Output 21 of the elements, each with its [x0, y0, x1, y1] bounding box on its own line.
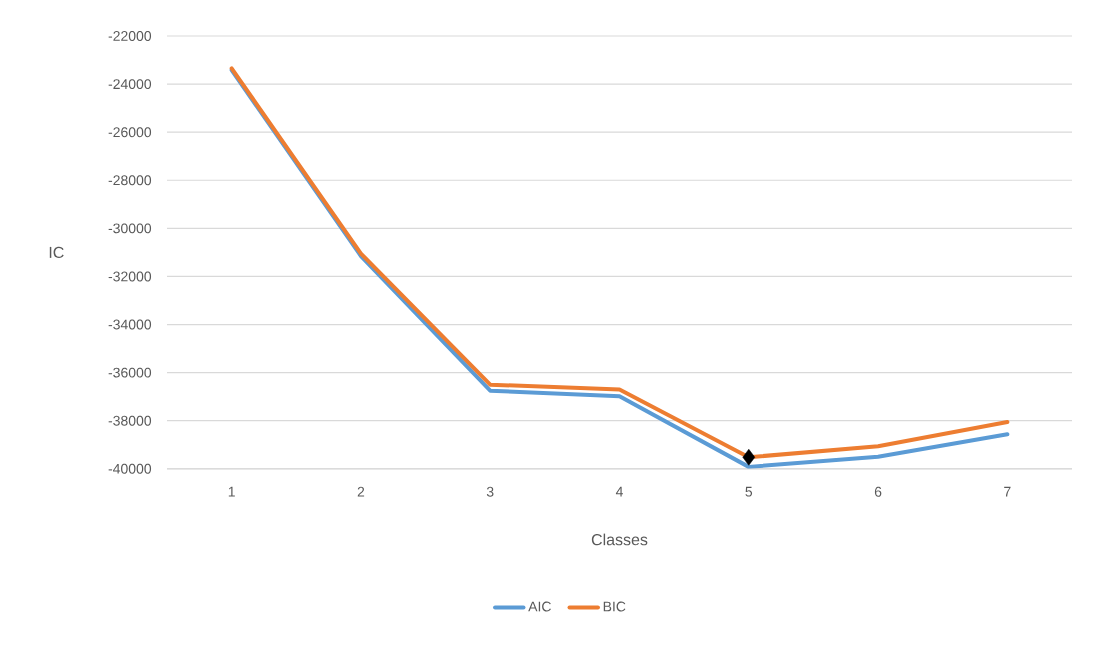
legend-label: AIC: [528, 601, 551, 612]
y-tick-label: -38000: [108, 415, 152, 426]
x-tick-label: 7: [1004, 486, 1011, 497]
y-tick-label: -26000: [108, 127, 152, 138]
x-tick-label: 6: [874, 486, 882, 497]
x-tick-label: 4: [615, 486, 623, 497]
y-axis-title: IC: [49, 246, 64, 259]
x-tick-label: 2: [357, 486, 365, 497]
x-tick-label: 1: [228, 486, 235, 497]
legend-label: BIC: [603, 601, 626, 612]
y-tick-label: -32000: [108, 271, 152, 282]
x-axis-title: Classes: [591, 533, 648, 546]
y-tick-label: -24000: [108, 79, 152, 90]
y-tick-label: -22000: [108, 31, 152, 41]
y-tick-label: -28000: [108, 175, 152, 186]
y-tick-label: -34000: [108, 319, 152, 330]
y-tick-label: -40000: [108, 463, 152, 474]
x-tick-label: 5: [745, 486, 753, 497]
y-tick-label: -30000: [108, 223, 152, 234]
y-tick-label: -36000: [108, 367, 152, 378]
x-tick-label: 3: [486, 486, 494, 497]
